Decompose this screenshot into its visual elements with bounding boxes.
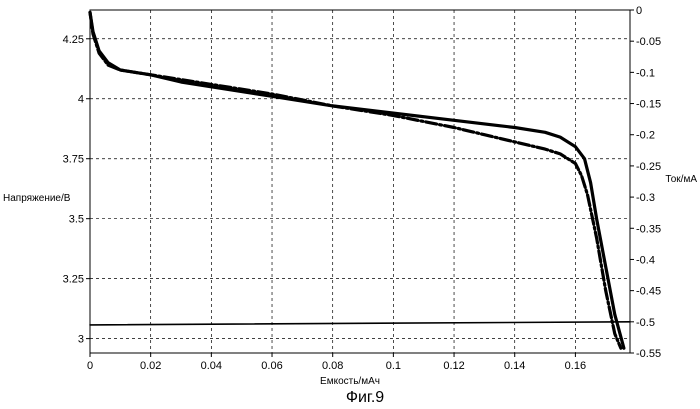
x-tick-label: 0.04 bbox=[201, 360, 222, 372]
x-tick-label: 0.16 bbox=[565, 360, 586, 372]
x-tick-label: 0 bbox=[87, 360, 93, 372]
y-left-axis-ticks: 3 3.25 3.5 3.75 4 4.25 bbox=[63, 34, 90, 346]
x-tick-label: 0.1 bbox=[386, 360, 401, 372]
y-right-tick-label: -0.2 bbox=[636, 130, 655, 142]
series-line-1 bbox=[90, 12, 624, 348]
y-right-tick-label: 0 bbox=[636, 5, 642, 17]
y-right-axis-ticks: 0 -0.05 -0.1 -0.15 -0.2 -0.25 -0.3 -0.35 -0.4 -0.… bbox=[630, 5, 661, 360]
y-right-tick-label: -0.55 bbox=[636, 348, 661, 360]
series-line-3 bbox=[90, 322, 630, 325]
series-line-2 bbox=[90, 12, 621, 348]
y-right-axis-label: Ток/мА bbox=[665, 174, 697, 185]
y-right-tick-label: -0.1 bbox=[636, 67, 655, 79]
figure-caption: Фиг.9 bbox=[346, 389, 384, 406]
y-left-tick-label: 4.25 bbox=[63, 34, 84, 46]
y-left-axis-label: Напряжение/В bbox=[3, 193, 71, 204]
x-axis-ticks: 0 0.02 0.04 0.06 0.08 0.1 0.12 0.14 0.16 bbox=[87, 353, 586, 372]
y-left-tick-label: 3 bbox=[78, 334, 84, 346]
y-right-tick-label: -0.4 bbox=[636, 254, 655, 266]
x-tick-label: 0.14 bbox=[504, 360, 525, 372]
y-right-tick-label: -0.05 bbox=[636, 36, 661, 48]
y-left-tick-label: 3.75 bbox=[63, 154, 84, 166]
y-right-tick-label: -0.25 bbox=[636, 161, 661, 173]
x-axis-label: Емкость/мАч bbox=[320, 376, 380, 387]
y-left-tick-label: 4 bbox=[78, 94, 84, 106]
series-layer bbox=[90, 12, 630, 348]
y-right-tick-label: -0.45 bbox=[636, 286, 661, 298]
y-right-tick-label: -0.15 bbox=[636, 99, 661, 111]
x-tick-label: 0.12 bbox=[443, 360, 464, 372]
grid-lines bbox=[90, 10, 630, 353]
y-left-tick-label: 3.5 bbox=[69, 214, 84, 226]
y-right-tick-label: -0.3 bbox=[636, 192, 655, 204]
y-right-tick-label: -0.35 bbox=[636, 223, 661, 235]
x-tick-label: 0.02 bbox=[140, 360, 161, 372]
x-tick-label: 0.06 bbox=[261, 360, 282, 372]
x-tick-label: 0.08 bbox=[322, 360, 343, 372]
plot-frame bbox=[90, 10, 630, 353]
y-left-tick-label: 3.25 bbox=[63, 274, 84, 286]
y-right-tick-label: -0.5 bbox=[636, 317, 655, 329]
